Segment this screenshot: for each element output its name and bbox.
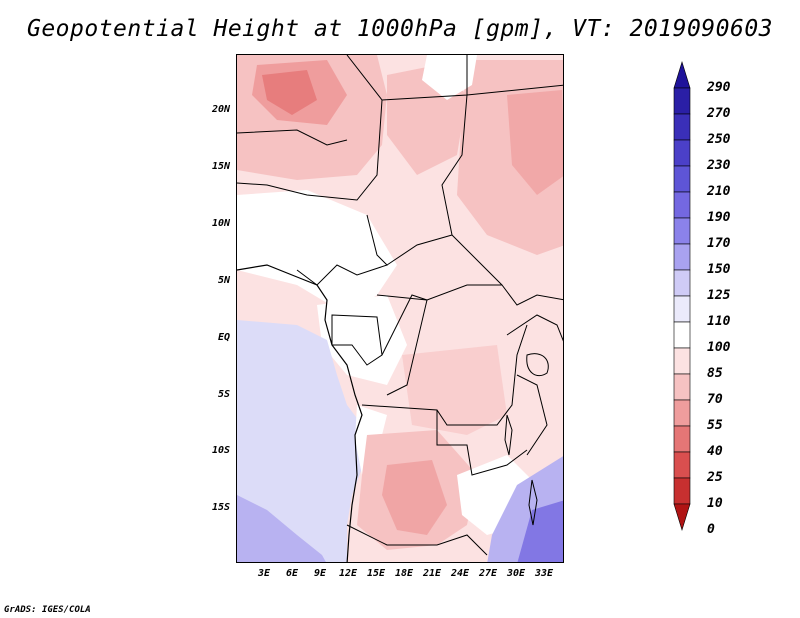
legend-swatch bbox=[673, 321, 691, 349]
legend-swatch bbox=[673, 425, 691, 453]
legend-swatch bbox=[673, 217, 691, 245]
field-region-peak-northwest bbox=[262, 70, 317, 115]
legend-label: 110 bbox=[707, 314, 731, 329]
field-region-white-north bbox=[422, 55, 477, 100]
legend-swatch bbox=[673, 243, 691, 271]
lon-label: 15E bbox=[366, 568, 386, 579]
lat-label: EQ bbox=[217, 332, 230, 343]
field-region-high-northeast bbox=[507, 90, 563, 195]
lon-label: 12E bbox=[338, 568, 358, 579]
field-region-central-congo bbox=[402, 345, 507, 435]
border-angola-namibia bbox=[346, 524, 488, 556]
legend-label: 290 bbox=[707, 80, 731, 95]
lat-label: 15N bbox=[211, 161, 230, 172]
border-libya-egypt-sudan bbox=[466, 84, 563, 96]
field-region-high-south bbox=[382, 460, 447, 535]
border-uganda-kenya bbox=[506, 314, 563, 342]
lake-tanganyika bbox=[504, 414, 513, 456]
legend-label: 230 bbox=[707, 158, 731, 173]
legend-label: 170 bbox=[707, 236, 731, 251]
border-chad-car bbox=[386, 234, 453, 266]
border-angola-zambia bbox=[436, 410, 528, 476]
border-sahel-west bbox=[237, 129, 348, 146]
border-tanzania bbox=[516, 374, 548, 456]
legend-label: 210 bbox=[707, 184, 731, 199]
legend-swatch bbox=[673, 295, 691, 323]
lon-label: 30E bbox=[506, 568, 526, 579]
coastline-west-africa bbox=[237, 264, 363, 562]
legend-swatch bbox=[673, 347, 691, 375]
legend-label: 150 bbox=[707, 262, 731, 277]
map-plot-area bbox=[236, 54, 564, 563]
lon-label: 3E bbox=[257, 568, 271, 579]
legend-label: 25 bbox=[707, 470, 723, 485]
lon-label: 6E bbox=[285, 568, 299, 579]
field-region-white-west bbox=[237, 190, 397, 315]
lon-label: 33E bbox=[534, 568, 554, 579]
chart-title: Geopotential Height at 1000hPa [gpm], VT… bbox=[26, 16, 774, 42]
border-chad-sudan bbox=[441, 94, 503, 286]
legend-label: 10 bbox=[707, 496, 723, 511]
legend-label: 270 bbox=[707, 106, 731, 121]
lon-label: 21E bbox=[422, 568, 442, 579]
legend-swatch bbox=[673, 165, 691, 193]
legend-swatch bbox=[673, 269, 691, 297]
geopotential-field bbox=[237, 55, 563, 562]
lat-label: 5S bbox=[217, 389, 230, 400]
footer-credit: GrADS: IGES/COLA bbox=[4, 605, 91, 615]
legend-label: 85 bbox=[707, 366, 723, 381]
lon-label: 27E bbox=[478, 568, 498, 579]
legend-swatch bbox=[673, 60, 691, 89]
legend-swatch bbox=[673, 373, 691, 401]
legend-label: 0 bbox=[707, 522, 715, 537]
legend-label: 190 bbox=[707, 210, 731, 225]
lat-label: 10N bbox=[211, 218, 230, 229]
legend-swatch bbox=[673, 477, 691, 505]
lon-label: 24E bbox=[450, 568, 470, 579]
lat-label: 15S bbox=[211, 502, 230, 513]
lat-label: 10S bbox=[211, 445, 230, 456]
lon-label: 18E bbox=[394, 568, 414, 579]
legend-label: 55 bbox=[707, 418, 723, 433]
legend-label: 70 bbox=[707, 392, 723, 407]
field-region-ocean-light-blue bbox=[237, 320, 367, 562]
field-region-white-gabon bbox=[317, 295, 407, 385]
legend-label: 250 bbox=[707, 132, 731, 147]
legend-swatch bbox=[673, 113, 691, 141]
legend-swatch bbox=[673, 139, 691, 167]
lake-malawi bbox=[528, 479, 538, 526]
field-region-ocean-blue bbox=[237, 495, 326, 562]
country-borders bbox=[237, 55, 563, 556]
legend-swatch bbox=[673, 87, 691, 115]
legend-swatch bbox=[673, 191, 691, 219]
field-region-deep-blue-southeast bbox=[517, 500, 563, 562]
legend-label: 40 bbox=[707, 444, 723, 459]
lat-label: 20N bbox=[211, 104, 230, 115]
legend-swatch bbox=[673, 503, 691, 532]
lake-victoria bbox=[526, 353, 549, 377]
border-congo bbox=[381, 294, 428, 396]
color-legend bbox=[673, 60, 691, 532]
legend-swatch bbox=[673, 399, 691, 427]
legend-label: 125 bbox=[707, 288, 731, 303]
lon-label: 9E bbox=[313, 568, 327, 579]
legend-swatch bbox=[673, 451, 691, 479]
lat-label: 5N bbox=[217, 275, 230, 286]
legend-label: 100 bbox=[707, 340, 731, 355]
